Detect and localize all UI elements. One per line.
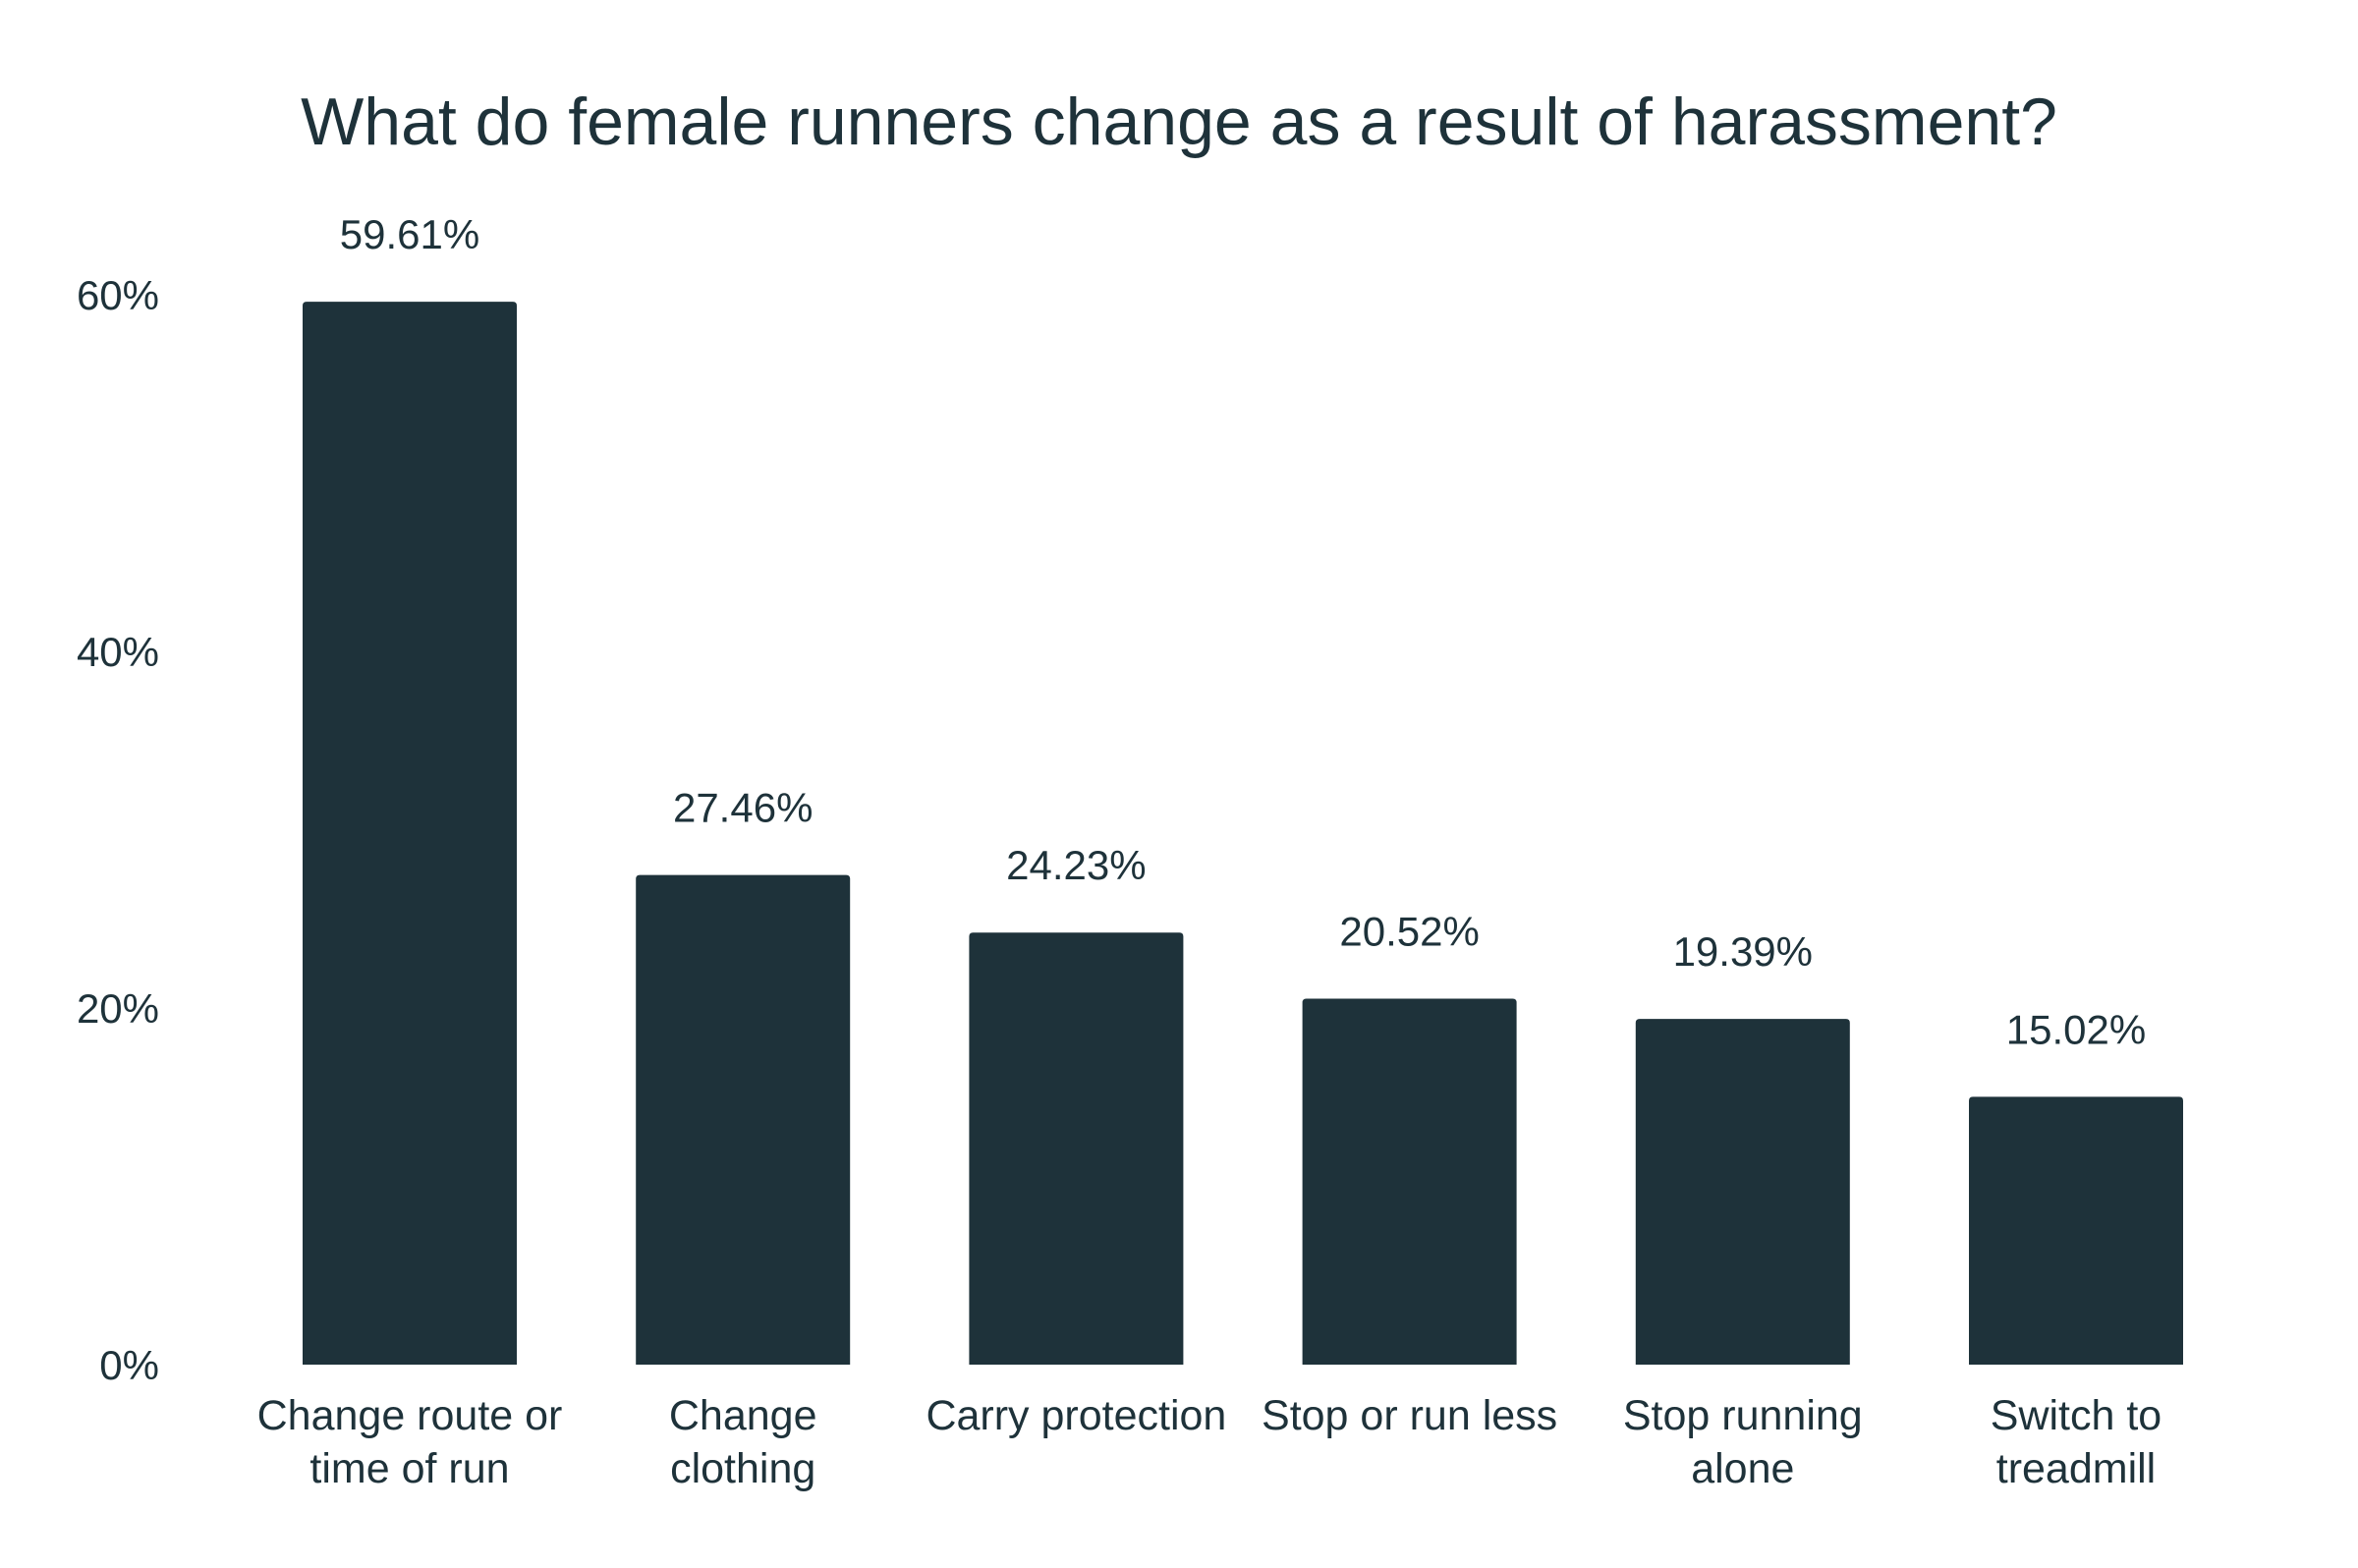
bar	[1969, 1096, 2183, 1365]
x-tick-label-line: alone	[1691, 1445, 1794, 1492]
x-tick-label-line: Change	[669, 1392, 817, 1439]
x-tick-label: Change clothing	[669, 1392, 817, 1492]
bars	[303, 302, 2183, 1365]
data-label: 20.52%	[1339, 909, 1479, 955]
bar	[303, 302, 517, 1365]
x-tick-label-line: Carry protection	[926, 1392, 1226, 1439]
x-tick-label-line: treadmill	[1996, 1445, 2157, 1492]
y-tick-label: 60%	[77, 272, 159, 318]
x-tick-label-line: Change route or	[257, 1392, 563, 1439]
y-tick-label: 0%	[99, 1342, 159, 1388]
data-label: 19.39%	[1673, 928, 1813, 975]
x-axis: Change route or time of run Change clothing…	[257, 1392, 2162, 1492]
x-tick-label-line: Stop or run less	[1262, 1392, 1557, 1439]
x-tick-label-line: Switch to	[1991, 1392, 2162, 1439]
x-tick-label-line: clothing	[670, 1445, 815, 1492]
x-tick-label: Switch to treadmill	[1991, 1392, 2162, 1492]
bar	[636, 874, 851, 1365]
y-axis: 0% 20% 40% 60%	[77, 272, 159, 1388]
data-label: 15.02%	[2006, 1006, 2146, 1052]
x-tick-label-line: time of run	[309, 1445, 509, 1492]
bar	[969, 932, 1184, 1365]
chart-title: What do female runners change as a resul…	[301, 84, 2057, 159]
bar	[1635, 1019, 1850, 1365]
data-label: 27.46%	[673, 785, 813, 831]
x-tick-label: Stop running alone	[1623, 1392, 1863, 1492]
x-tick-label: Stop or run less	[1262, 1392, 1557, 1439]
bar	[1302, 998, 1517, 1365]
x-tick-label: Carry protection	[926, 1392, 1226, 1439]
data-label: 24.23%	[1006, 842, 1146, 888]
data-labels: 59.61% 27.46% 24.23% 20.52% 19.39% 15.02%	[340, 211, 2146, 1052]
y-tick-label: 20%	[77, 985, 159, 1032]
x-tick-label-line: Stop running	[1623, 1392, 1863, 1439]
data-label: 59.61%	[340, 211, 479, 257]
x-tick-label: Change route or time of run	[257, 1392, 563, 1492]
y-tick-label: 40%	[77, 629, 159, 675]
